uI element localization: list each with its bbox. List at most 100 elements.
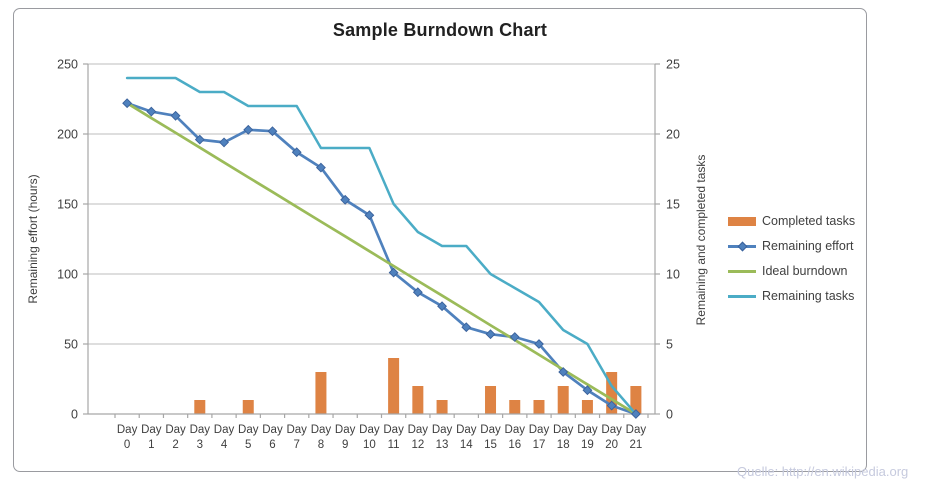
y-axis-tick-label: 100 [57,268,78,282]
x-axis-tick-label: Day [432,424,453,436]
x-axis-tick-label: Day [165,424,186,436]
x-axis-tick-label: 4 [221,439,228,451]
y2-axis-tick-label: 0 [666,408,673,422]
x-axis-tick-label: 19 [581,439,594,451]
legend-swatch-completed-tasks-icon [728,215,756,227]
bar-completed-tasks-day-21 [630,386,642,414]
legend-item-remaining-tasks: Remaining tasks [728,288,855,304]
bar-completed-tasks-day-11 [388,358,400,414]
marker-remaining-effort-day-15 [485,329,496,340]
x-axis-tick-label: Day [383,424,404,436]
y2-axis-tick-label: 25 [666,58,680,72]
x-axis-tick-label: 12 [411,439,424,451]
legend-label: Remaining effort [762,239,854,253]
legend-label: Remaining tasks [762,289,855,303]
bar-completed-tasks-day-12 [412,386,424,414]
marker-remaining-effort-day-4 [219,137,229,148]
x-axis-tick-label: Day [601,424,622,436]
x-axis-tick-label: 9 [342,439,348,451]
x-axis-tick-label: 15 [484,439,497,451]
x-axis-tick-label: Day [529,424,550,436]
marker-remaining-effort-day-8 [315,162,326,173]
marker-remaining-effort-day-9 [340,194,351,205]
y-axis-tick-label: 150 [57,198,78,212]
x-axis-tick-label: Day [505,424,526,436]
line-ideal-burndown [125,101,638,416]
x-axis-tick-label: 3 [197,439,203,451]
x-axis-tick-label: 2 [172,439,178,451]
y2-axis-tick-label: 20 [666,128,680,142]
bar-completed-tasks-day-8 [315,372,327,414]
bar-completed-tasks-day-19 [581,400,593,414]
legend-label: Ideal burndown [762,264,848,278]
marker-remaining-effort-day-7 [291,147,302,158]
marker-remaining-effort-day-3 [194,134,205,145]
marker-remaining-effort-day-2 [170,110,181,121]
x-axis-tick-label: Day [262,424,283,436]
marker-remaining-effort-day-10 [364,210,375,221]
x-axis-tick-label: 17 [533,439,546,451]
x-axis-tick-label: Day [626,424,647,436]
marker-remaining-effort-day-17 [534,339,544,349]
chart-frame [13,8,867,472]
y-axis-tick-label: 0 [71,408,78,422]
marker-remaining-effort-day-5 [243,124,254,135]
y2-axis-tick-label: 5 [666,338,673,352]
bar-completed-tasks-day-15 [485,386,497,414]
x-axis-tick-label: 5 [245,439,251,451]
bar-completed-tasks-day-16 [509,400,521,414]
x-axis-tick-label: 16 [508,439,521,451]
x-axis-tick-label: Day [286,424,307,436]
bar-completed-tasks-day-3 [194,400,206,414]
bar-completed-tasks-day-13 [436,400,448,414]
x-axis-tick-label: 7 [294,439,300,451]
x-axis-tick-label: 14 [460,439,473,451]
bar-completed-tasks-day-17 [533,400,545,414]
y-axis-tick-label: 250 [57,58,78,72]
legend-item-ideal-burndown: Ideal burndown [728,263,855,279]
bar-completed-tasks-day-5 [242,400,254,414]
marker-remaining-effort-day-12 [412,287,423,298]
x-axis-tick-label: 6 [269,439,275,451]
marker-remaining-effort-day-11 [388,267,399,278]
x-axis-tick-label: 20 [605,439,618,451]
legend: Completed tasks Remaining effort Ideal b… [728,213,855,304]
x-axis-tick-label: Day [408,424,429,436]
x-axis-tick-label: Day [214,424,235,436]
marker-remaining-effort-day-19 [582,385,593,396]
x-axis-tick-label: Day [359,424,380,436]
bar-completed-tasks-day-20 [606,372,618,414]
x-axis-tick-label: 13 [436,439,449,451]
legend-swatch-remaining-effort-icon [728,240,756,252]
x-axis-tick-label: 18 [557,439,570,451]
marker-remaining-effort-day-0 [122,98,133,109]
marker-remaining-effort-day-21 [630,409,641,419]
y-axis-tick-label: 200 [57,128,78,142]
marker-remaining-effort-day-18 [558,367,569,377]
x-axis-tick-label: 11 [388,439,400,451]
legend-label: Completed tasks [762,214,856,228]
x-axis-tick-label: Day [311,424,332,436]
marker-remaining-effort-day-14 [461,322,472,333]
y2-axis-tick-label: 10 [666,268,680,282]
marker-remaining-effort-day-13 [437,301,448,312]
legend-item-remaining-effort: Remaining effort [728,238,855,254]
x-axis-tick-label: Day [141,424,162,436]
marker-remaining-effort-day-20 [606,400,617,411]
x-axis-tick-label: Day [117,424,138,436]
legend-swatch-remaining-tasks-icon [728,290,756,302]
marker-remaining-effort-day-16 [509,332,520,342]
legend-item-completed-tasks: Completed tasks [728,213,855,229]
chart-title: Sample Burndown Chart [332,20,548,40]
x-axis-tick-label: Day [456,424,477,436]
line-remaining-tasks [125,76,638,416]
source-note: Quelle: http://en.wikipedia.org [737,464,909,479]
line-remaining-effort [125,101,638,416]
x-axis-tick-label: 0 [124,439,130,451]
x-axis-tick-label: Day [335,424,356,436]
bar-completed-tasks-day-18 [557,386,569,414]
x-axis-tick-label: Day [577,424,598,436]
x-axis-tick-label: Day [190,424,211,436]
marker-remaining-effort-day-6 [267,126,278,137]
legend-swatch-ideal-burndown-icon [728,265,756,277]
